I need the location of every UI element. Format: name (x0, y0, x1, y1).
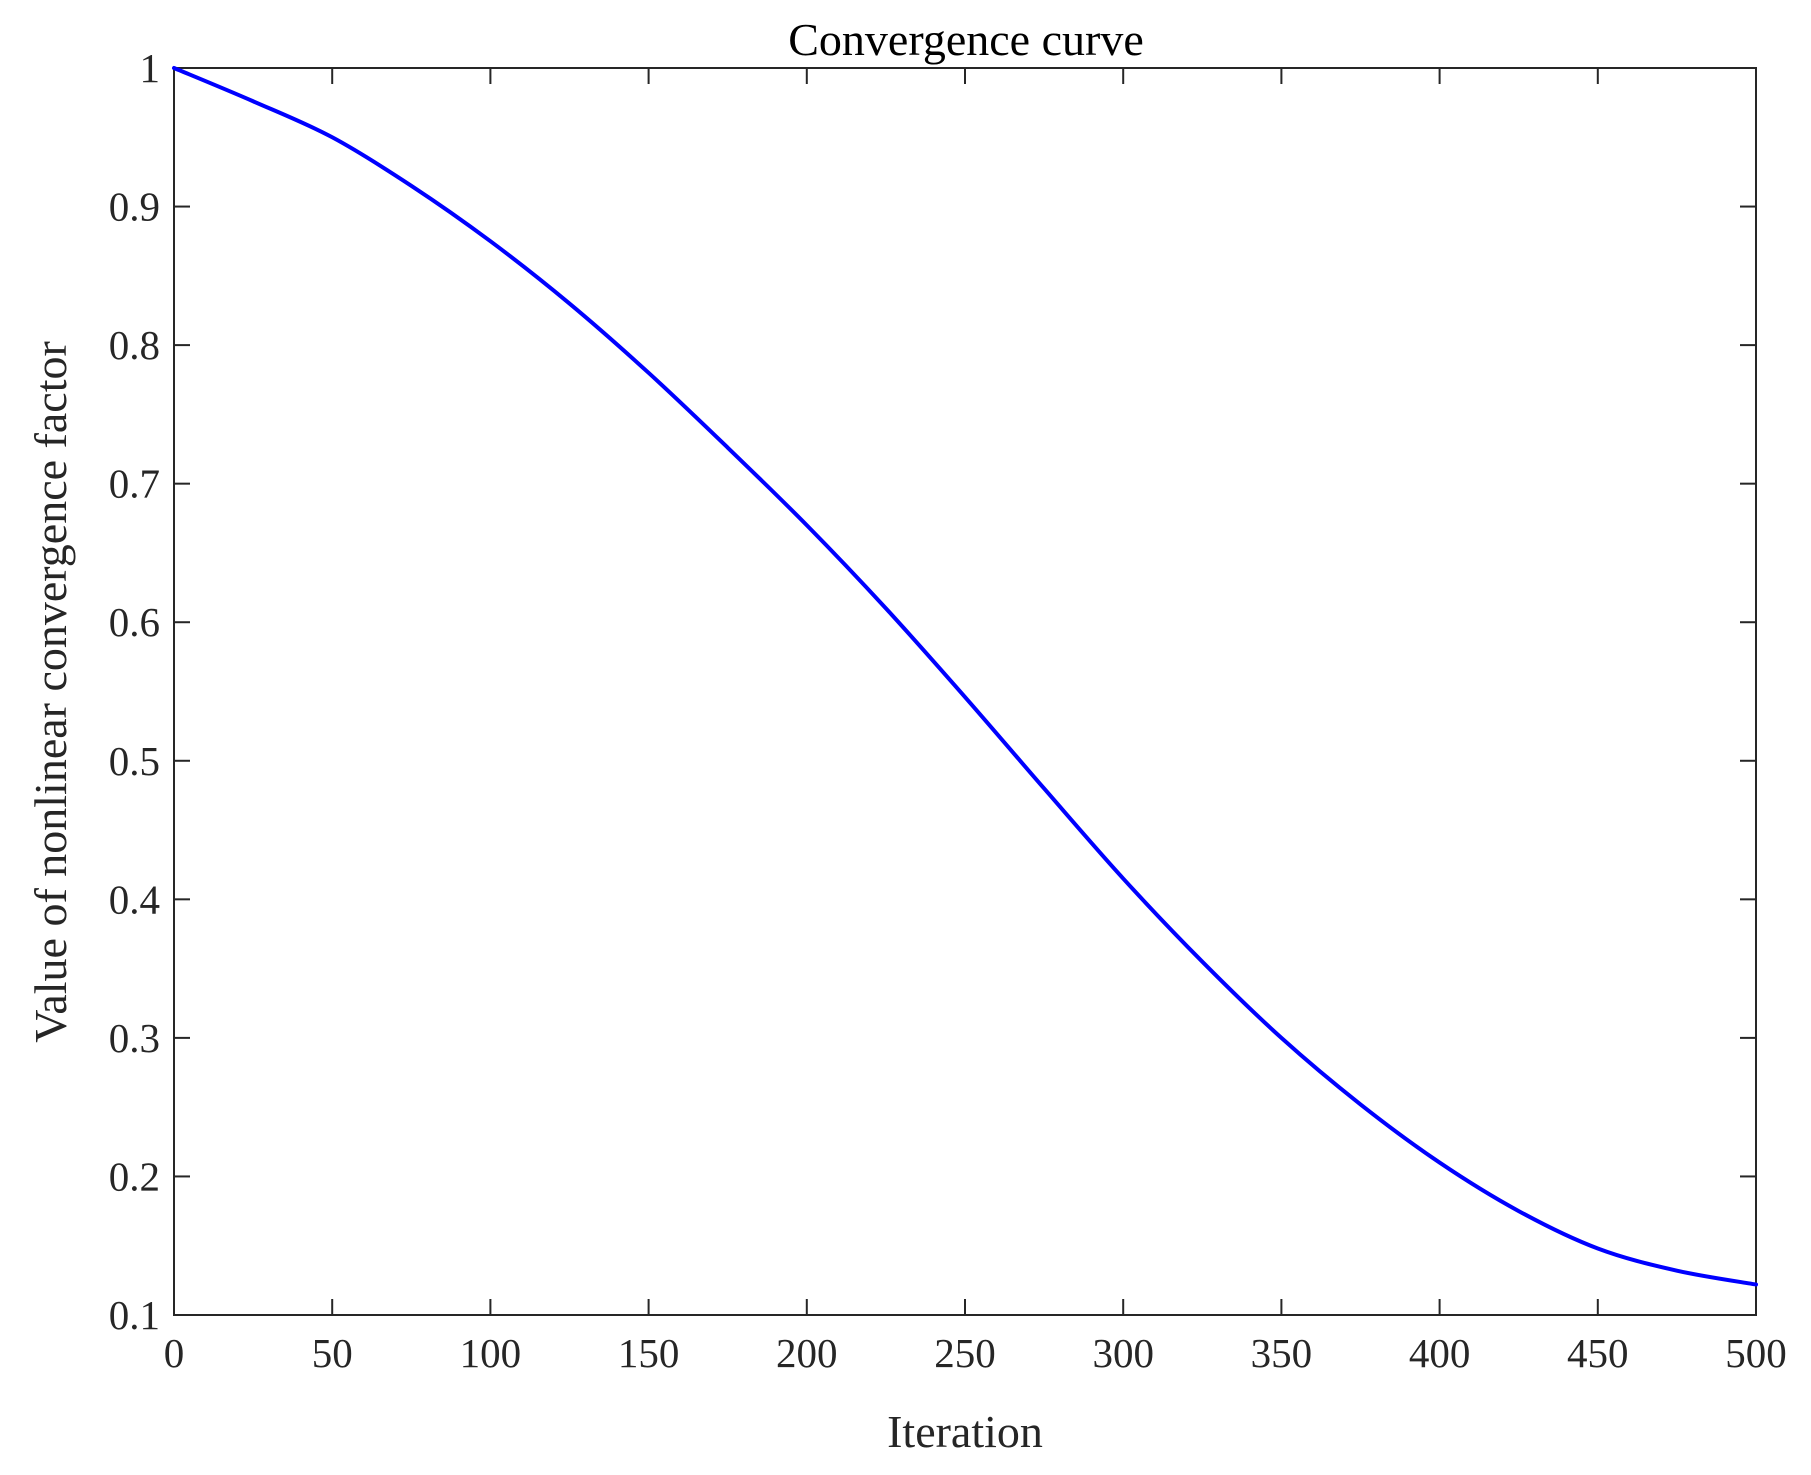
x-tick-label: 100 (460, 1330, 522, 1376)
x-axis-ticks: 0 50 100 150 200 250 300 350 400 450 500 (164, 68, 1787, 1376)
y-tick-label: 0.6 (109, 599, 160, 645)
y-tick-label: 0.8 (109, 322, 160, 368)
x-tick-label: 0 (164, 1330, 185, 1376)
x-tick-label: 350 (1251, 1330, 1313, 1376)
x-tick-label: 400 (1409, 1330, 1471, 1376)
plot-area: 0 50 100 150 200 250 300 350 400 450 500 0.1 0.2 0.3… (109, 45, 1787, 1376)
y-axis-ticks: 0.1 0.2 0.3 0.4 0.5 0.6 0.7 0.8 0.9 1 (109, 45, 1756, 1338)
y-tick-label: 0.2 (109, 1153, 160, 1199)
y-tick-label: 0.1 (109, 1292, 160, 1338)
series-layer (172, 66, 1758, 1287)
x-tick-label: 200 (776, 1330, 838, 1376)
chart-title: Convergence curve (788, 14, 1144, 65)
x-tick-label: 300 (1092, 1330, 1154, 1376)
y-tick-label: 0.5 (109, 738, 160, 784)
y-tick-label: 0.4 (109, 876, 160, 922)
y-tick-label: 1 (140, 45, 161, 91)
x-tick-label: 450 (1567, 1330, 1629, 1376)
series-line (172, 66, 1758, 1287)
x-axis-label: Iteration (887, 1406, 1043, 1457)
y-tick-label: 0.7 (109, 461, 160, 507)
x-tick-label: 250 (934, 1330, 996, 1376)
y-tick-label: 0.3 (109, 1015, 160, 1061)
x-tick-label: 150 (618, 1330, 680, 1376)
x-tick-label: 50 (312, 1330, 353, 1376)
y-tick-label: 0.9 (109, 184, 160, 230)
x-tick-label: 500 (1725, 1330, 1787, 1376)
y-axis-label: Value of nonlinear convergence factor (25, 341, 76, 1043)
